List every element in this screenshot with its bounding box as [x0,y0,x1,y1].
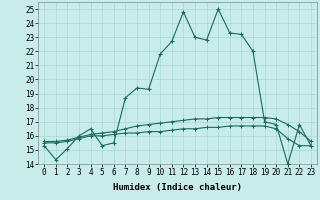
X-axis label: Humidex (Indice chaleur): Humidex (Indice chaleur) [113,183,242,192]
